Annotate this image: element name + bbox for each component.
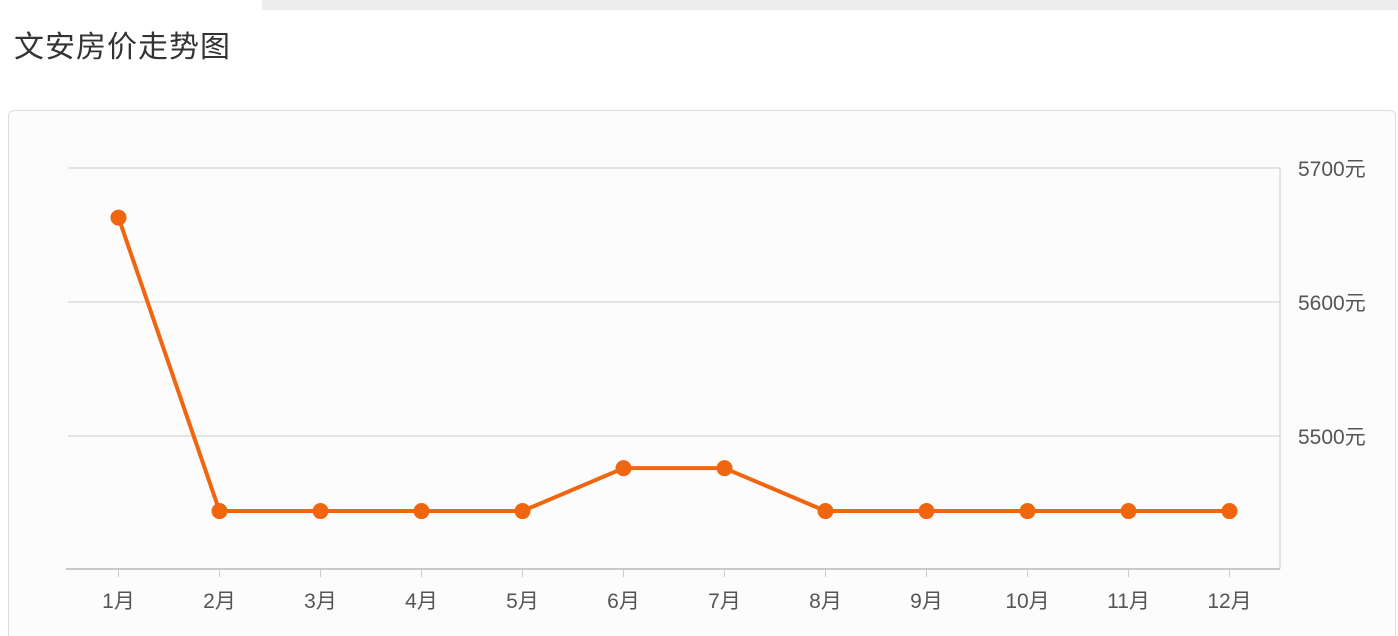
data-point[interactable]: [211, 503, 228, 520]
data-point[interactable]: [1221, 503, 1238, 520]
data-point[interactable]: [514, 503, 531, 520]
x-axis-label: 3月: [304, 590, 337, 613]
x-axis-label: 11月: [1107, 590, 1150, 613]
y-axis-label: 5500元: [1298, 426, 1366, 449]
x-axis-label: 12月: [1207, 590, 1251, 613]
data-point[interactable]: [615, 460, 632, 477]
x-axis-label: 7月: [708, 590, 741, 613]
x-axis-label: 8月: [809, 590, 842, 613]
x-axis-label: 9月: [910, 590, 943, 613]
chart-panel: [8, 110, 1396, 636]
series-line: [116, 215, 1232, 514]
x-axis-label: 5月: [506, 590, 539, 613]
y-axis-label: 5600元: [1298, 292, 1366, 315]
data-point[interactable]: [918, 503, 935, 520]
x-axis-label: 1月: [102, 590, 135, 613]
x-axis-label: 6月: [607, 590, 640, 613]
data-point[interactable]: [413, 503, 430, 520]
data-point[interactable]: [312, 503, 329, 520]
y-axis-label: 5700元: [1298, 158, 1366, 181]
x-axis-label: 4月: [405, 590, 438, 613]
data-point[interactable]: [716, 460, 733, 477]
x-axis-label: 2月: [203, 590, 236, 613]
x-axis-label: 10月: [1005, 590, 1049, 613]
data-point[interactable]: [1019, 503, 1036, 520]
top-strip: [262, 0, 1398, 10]
page-title: 文安房价走势图: [14, 31, 231, 64]
data-point[interactable]: [1120, 503, 1137, 520]
data-point[interactable]: [110, 209, 127, 226]
data-point[interactable]: [817, 503, 834, 520]
